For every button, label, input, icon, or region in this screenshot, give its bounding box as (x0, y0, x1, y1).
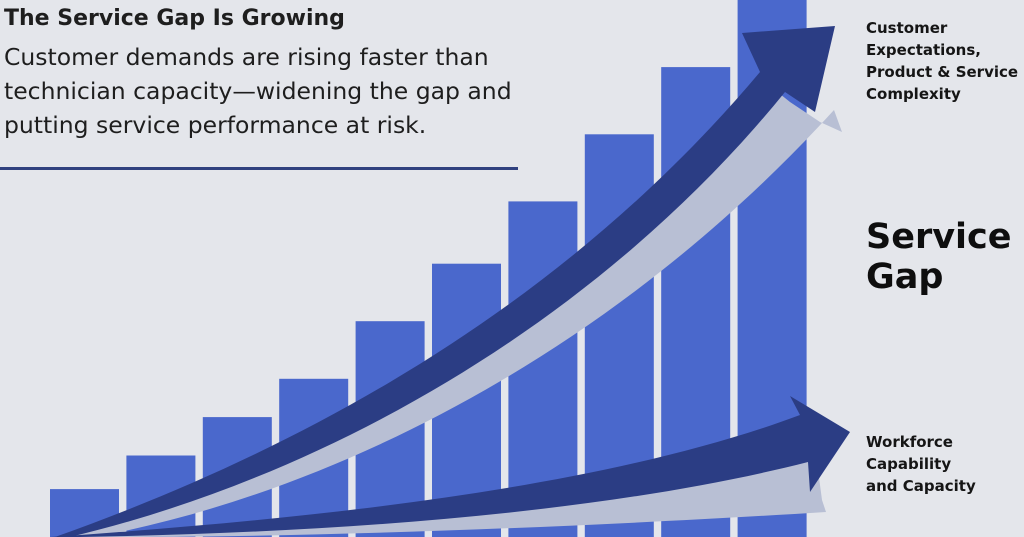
chart-title: The Service Gap Is Growing (4, 6, 345, 31)
service-gap-label: Service Gap (866, 217, 1012, 297)
lower-trend-arrow-body (50, 396, 850, 537)
upper-trend-arrow-shadow (70, 90, 842, 537)
lower-trend-arrow (50, 396, 850, 537)
upper-trend-arrow (55, 26, 842, 537)
lower-trend-label: Workforce Capability and Capacity (866, 433, 976, 495)
upper-trend-label: Customer Expectations, Product & Service… (866, 19, 1019, 103)
lower-trend-arrow-shadow (80, 440, 826, 537)
upper-trend-arrow-body (55, 26, 835, 537)
trend-arrows-group (50, 26, 850, 537)
chart-subtitle: Customer demands are rising faster than … (4, 43, 512, 139)
title-divider (0, 167, 518, 170)
